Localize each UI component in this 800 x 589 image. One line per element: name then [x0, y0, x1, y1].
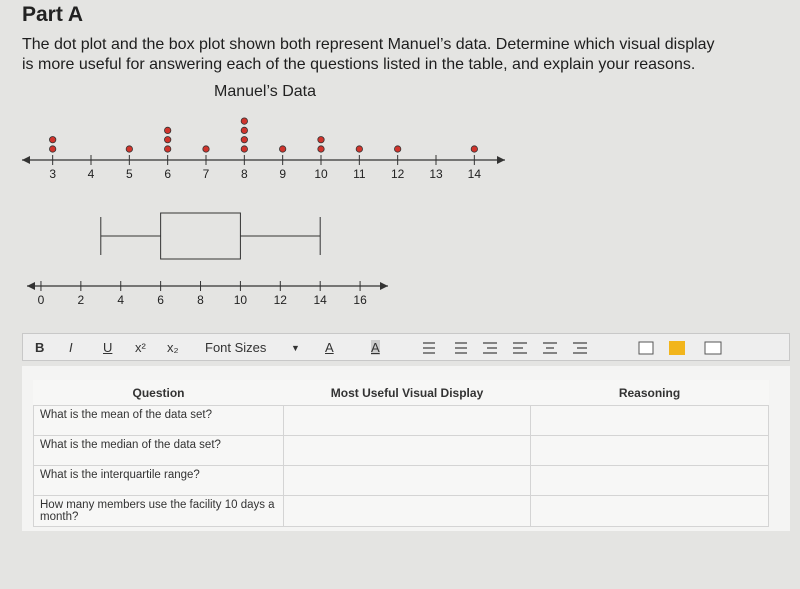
table-row: What is the interquartile range?	[33, 465, 769, 496]
x-tick-label: 6	[157, 293, 164, 307]
x-tick-label: 9	[279, 167, 286, 181]
dot	[49, 136, 57, 144]
x-tick-label: 8	[197, 293, 204, 307]
x-tick-label: 4	[88, 167, 95, 181]
text-color-button[interactable]: A	[325, 340, 334, 355]
question-cell: What is the mean of the data set?	[33, 405, 284, 436]
toolbar-icons	[423, 341, 722, 355]
x-tick-label: 2	[78, 293, 85, 307]
dot	[164, 145, 172, 153]
axis-arrow	[497, 156, 505, 164]
answer-cell[interactable]	[530, 465, 769, 496]
x-tick-label: 12	[391, 167, 405, 181]
x-tick-label: 14	[314, 293, 328, 307]
answer-cell[interactable]	[530, 495, 769, 527]
font-size-select[interactable]: Font Sizes	[205, 340, 267, 355]
part-title: Part A	[22, 3, 84, 26]
x-tick-label: 3	[49, 167, 56, 181]
underline-button[interactable]: U	[103, 340, 113, 355]
x-tick-label: 16	[353, 293, 367, 307]
dot	[317, 136, 325, 144]
x-tick-label: 6	[164, 167, 171, 181]
dot	[202, 145, 210, 153]
x-tick-label: 10	[314, 167, 328, 181]
answer-cell[interactable]	[283, 405, 531, 436]
answer-cell[interactable]	[530, 405, 769, 436]
dot	[240, 126, 248, 134]
x-tick-label: 5	[126, 167, 133, 181]
editor-toolbar: B I U x² x₂ Font Sizes ▼ A A	[22, 333, 790, 361]
column-header: Reasoning	[618, 385, 681, 400]
dot	[394, 145, 402, 153]
x-tick-label: 14	[468, 167, 482, 181]
bold-button[interactable]: B	[35, 340, 45, 355]
axis-arrow	[22, 156, 30, 164]
x-tick-label: 4	[117, 293, 124, 307]
instructions: The dot plot and the box plot shown both…	[22, 36, 715, 53]
column-header: Question	[132, 385, 185, 400]
dot	[240, 145, 248, 153]
instructions: is more useful for answering each of the…	[22, 56, 696, 73]
x-tick-label: 10	[234, 293, 248, 307]
dot	[240, 117, 248, 125]
plots: Manuel’s Data 3 4 5 6 7 8 9 10 11 12 13 14 0 2 4 6 8 10 12…	[22, 83, 505, 307]
x-tick-label: 12	[274, 293, 288, 307]
table-row: What is the median of the data set?	[33, 435, 769, 466]
x-tick-label: 7	[203, 167, 210, 181]
table-row: What is the mean of the data set?	[33, 405, 769, 436]
box	[160, 212, 241, 260]
dot	[355, 145, 363, 153]
dot	[279, 145, 287, 153]
superscript-button[interactable]: x²	[135, 340, 146, 355]
answer-cell[interactable]	[283, 495, 531, 527]
x-tick-label: 0	[38, 293, 45, 307]
dot	[164, 136, 172, 144]
dot	[240, 136, 248, 144]
answer-cell[interactable]	[283, 465, 531, 496]
question-cell: What is the median of the data set?	[33, 435, 284, 466]
column-header: Most Useful Visual Display	[330, 385, 484, 400]
dot	[164, 126, 172, 134]
x-tick-label: 8	[241, 167, 248, 181]
table-row: How many members use the facility 10 day…	[33, 495, 769, 527]
highlight-button[interactable]: A	[371, 340, 380, 355]
subscript-button[interactable]: x₂	[167, 340, 179, 355]
dot	[317, 145, 325, 153]
answer-cell[interactable]	[283, 435, 531, 466]
italic-button[interactable]: I	[69, 340, 73, 355]
answer-cell[interactable]	[530, 435, 769, 466]
dot	[49, 145, 57, 153]
x-tick-label: 13	[429, 167, 443, 181]
axis-arrow	[27, 282, 35, 290]
dot	[125, 145, 133, 153]
dropdown-arrow: ▼	[291, 343, 300, 353]
question-cell: How many members use the facility 10 day…	[33, 495, 284, 527]
question-table: Question Most Useful Visual Display Reas…	[33, 380, 769, 527]
chart-title: Manuel’s Data	[214, 83, 316, 100]
x-tick-label: 11	[353, 167, 366, 181]
dot	[470, 145, 478, 153]
question-cell: What is the interquartile range?	[33, 465, 284, 496]
axis-arrow	[380, 282, 388, 290]
